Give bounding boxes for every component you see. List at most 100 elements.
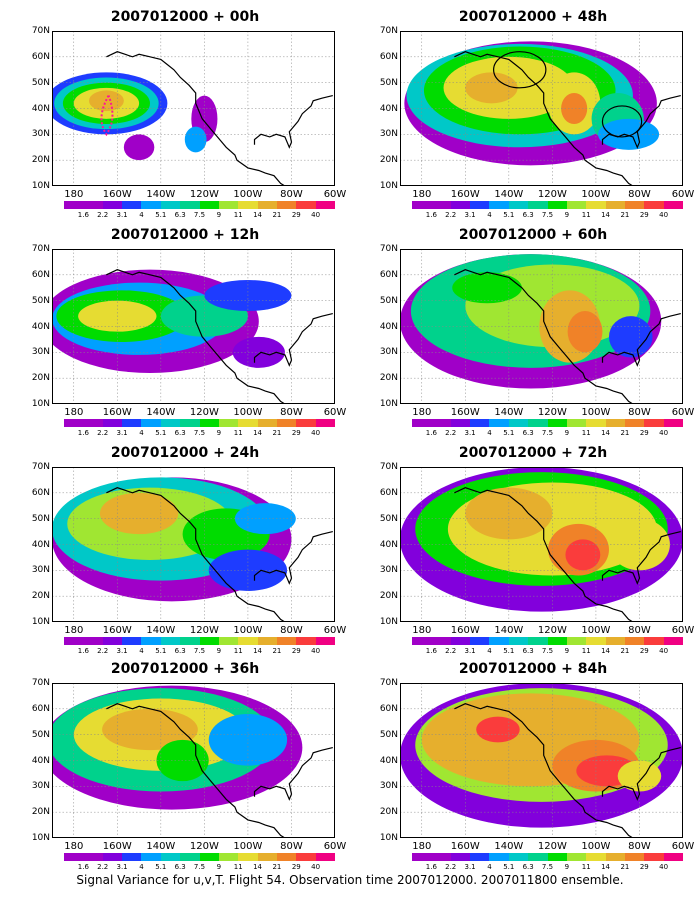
longitude-label: 180 xyxy=(412,189,432,200)
colorbar-swatch xyxy=(180,637,200,645)
latitude-label: 20N xyxy=(31,373,50,384)
longitude-label: 120W xyxy=(537,189,567,200)
colorbar-swatch xyxy=(141,637,161,645)
colorbar-label: 4 xyxy=(487,863,492,871)
longitude-label: 100W xyxy=(581,189,611,200)
map-panel: 2007012000 + 24h 70N 60N 50N 40N 30N 20N 10N 180… xyxy=(20,444,350,659)
colorbar-swatch xyxy=(141,853,161,861)
colorbar-label: 1.6 xyxy=(77,647,89,655)
colorbar-swatch xyxy=(141,201,161,209)
colorbar-swatch xyxy=(218,637,239,645)
longitude-label: 140W xyxy=(146,841,176,852)
map-area xyxy=(400,467,683,622)
variance-contour xyxy=(617,760,662,792)
colorbar-label: 21 xyxy=(620,211,630,219)
latitude-label: 70N xyxy=(31,678,50,688)
latitude-label: 50N xyxy=(31,295,50,306)
colorbar-swatch xyxy=(315,419,336,427)
longitude-label: 160W xyxy=(450,189,480,200)
coastline xyxy=(253,747,333,801)
colorbar-swatch xyxy=(431,419,451,427)
panel-title: 2007012000 + 72h xyxy=(458,445,608,461)
colorbar-label: 1.6 xyxy=(425,429,437,437)
colorbar-swatch xyxy=(528,853,548,861)
latitude-label: 10N xyxy=(31,833,50,843)
latitude-label: 20N xyxy=(379,807,398,818)
colorbar-swatch xyxy=(83,637,103,645)
map-frame xyxy=(52,31,335,186)
map-canvas xyxy=(400,249,683,404)
colorbar-label: 29 xyxy=(291,211,301,219)
map-panel: 2007012000 + 12h 70N 60N 50N 40N 30N 20N 10N 180… xyxy=(20,226,350,441)
colorbar-label: 7.5 xyxy=(541,647,554,655)
colorbar-label: 40 xyxy=(311,647,321,655)
longitude-label: 100W xyxy=(581,625,611,636)
colorbar-label: 2.2 xyxy=(97,647,109,655)
latitude-label: 40N xyxy=(379,539,398,550)
longitude-label: 100W xyxy=(581,407,611,418)
colorbar-swatch xyxy=(586,201,606,209)
longitude-label: 140W xyxy=(494,841,524,852)
longitude-label: 160W xyxy=(102,189,132,200)
latitude-label: 30N xyxy=(379,347,398,358)
map-area xyxy=(400,31,683,186)
latitude-label: 30N xyxy=(379,781,398,792)
longitude-label: 80W xyxy=(628,841,651,852)
map-area xyxy=(400,249,683,404)
colorbar-label: 2.2 xyxy=(445,211,457,219)
colorbar-label: 6.3 xyxy=(522,647,534,655)
latitude-label: 60N xyxy=(31,487,50,498)
colorbar-label: 11 xyxy=(233,647,243,655)
colorbar-label: 14 xyxy=(253,211,263,219)
latitude-label: 20N xyxy=(379,155,398,166)
colorbar-label: 14 xyxy=(601,429,611,437)
colorbar-label: 5.1 xyxy=(155,647,167,655)
map-canvas xyxy=(400,467,683,622)
colorbar-label: 11 xyxy=(581,863,591,871)
colorbar-swatch xyxy=(489,853,509,861)
longitude-label: 120W xyxy=(189,841,219,852)
latitude-label: 20N xyxy=(31,155,50,166)
longitude-label: 80W xyxy=(280,625,303,636)
panel-title: 2007012000 + 24h xyxy=(110,445,260,461)
colorbar-label: 4 xyxy=(139,863,144,871)
colorbar-label: 29 xyxy=(291,863,301,871)
colorbar-swatch xyxy=(586,637,606,645)
latitude-label: 40N xyxy=(379,103,398,114)
panel-title: 2007012000 + 00h xyxy=(110,9,260,25)
colorbar-label: 40 xyxy=(659,647,669,655)
colorbar-swatch xyxy=(102,637,123,645)
colorbar-label: 3.1 xyxy=(116,863,128,871)
colorbar-swatch xyxy=(566,853,587,861)
longitude-label: 80W xyxy=(280,841,303,852)
map-frame xyxy=(400,249,683,404)
longitude-label: 100W xyxy=(233,841,263,852)
colorbar-label: 21 xyxy=(620,429,630,437)
colorbar-labels: 1.6 2.2 3.1 4 5.1 6.3 7.5 9 11 14 21 29 40 xyxy=(412,211,683,221)
colorbar-swatch xyxy=(663,637,684,645)
colorbar xyxy=(64,637,336,645)
longitude-label: 120W xyxy=(189,407,219,418)
map-area xyxy=(400,683,683,838)
colorbar-swatch xyxy=(547,201,567,209)
colorbar-swatch xyxy=(470,853,490,861)
map-panel: 2007012000 + 84h 70N 60N 50N 40N 30N 20N 10N 180… xyxy=(368,660,698,875)
colorbar-swatch xyxy=(83,201,103,209)
colorbar-label: 2.2 xyxy=(97,211,109,219)
colorbar-swatch xyxy=(199,419,219,427)
colorbar-swatch xyxy=(663,201,684,209)
coastline xyxy=(106,269,286,404)
latitude-label: 60N xyxy=(379,487,398,498)
colorbar-swatch xyxy=(508,419,529,427)
colorbar-swatch xyxy=(315,201,336,209)
panel-title: 2007012000 + 36h xyxy=(110,661,260,677)
variance-contour xyxy=(452,272,522,304)
colorbar-swatch xyxy=(257,201,277,209)
colorbar-swatch xyxy=(276,201,297,209)
coastline xyxy=(454,487,634,622)
colorbar-label: 9 xyxy=(216,429,222,437)
colorbar-swatch xyxy=(102,201,123,209)
colorbar-swatch xyxy=(605,637,625,645)
colorbar-swatch xyxy=(257,419,277,427)
colorbar xyxy=(412,419,684,427)
